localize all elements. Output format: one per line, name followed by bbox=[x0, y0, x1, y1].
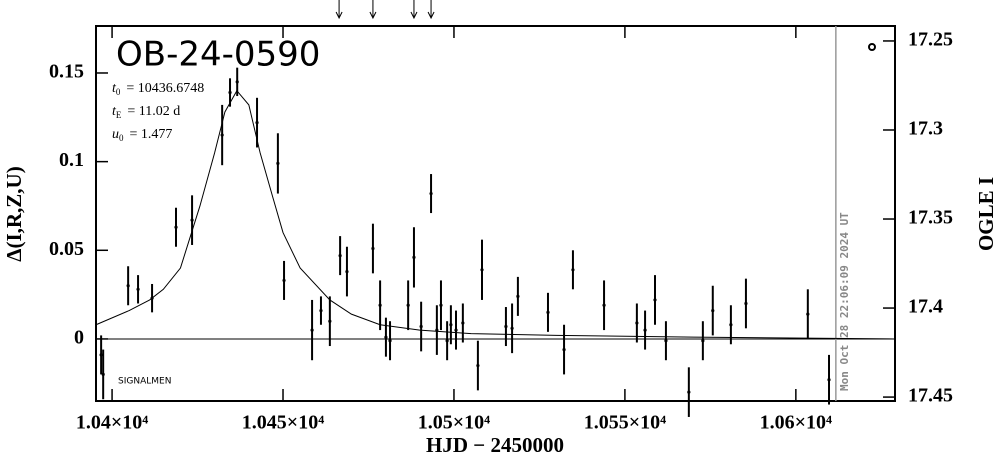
y-axis-label: Δ(I,R,Z,U) bbox=[2, 166, 26, 261]
data-point bbox=[406, 303, 410, 307]
data-point bbox=[635, 321, 639, 325]
data-point bbox=[174, 225, 178, 229]
data-point bbox=[136, 287, 140, 291]
x-tick-label: 1.04×10⁴ bbox=[76, 412, 148, 434]
data-point bbox=[461, 321, 465, 325]
param-symbol: t bbox=[112, 81, 117, 96]
x-tick-label: 1.045×10⁴ bbox=[242, 412, 324, 434]
data-point bbox=[643, 328, 647, 332]
arrow bbox=[369, 0, 377, 20]
data-point bbox=[190, 218, 194, 222]
data-point bbox=[378, 303, 382, 307]
y-tick-label: 0.05 bbox=[49, 238, 84, 260]
data-point bbox=[664, 339, 668, 343]
arrow bbox=[427, 0, 435, 20]
data-point bbox=[101, 372, 105, 377]
data-point bbox=[435, 328, 439, 332]
data-point bbox=[338, 254, 342, 258]
y2-tick-label: 17.25 bbox=[908, 29, 953, 51]
x-axis-label: HJD − 2450000 bbox=[426, 433, 564, 457]
data-point bbox=[235, 80, 239, 84]
y2-axis-label: OGLE I bbox=[974, 177, 998, 251]
param-symbol: u bbox=[112, 127, 119, 142]
data-point bbox=[371, 246, 375, 251]
data-point bbox=[653, 298, 657, 302]
data-point bbox=[220, 133, 224, 137]
data-point bbox=[480, 268, 484, 272]
arrow bbox=[410, 0, 418, 20]
y-tick-label: 0 bbox=[74, 327, 84, 349]
data-point bbox=[429, 191, 433, 196]
data-point bbox=[328, 319, 332, 323]
param-text: = 1.477 bbox=[130, 127, 173, 142]
model-curve bbox=[95, 89, 896, 340]
param: u0 = 1.477 bbox=[112, 127, 172, 143]
data-point bbox=[345, 269, 349, 274]
data-point bbox=[388, 339, 392, 343]
param-text: = 11.02 d bbox=[127, 104, 180, 119]
param: tE = 11.02 d bbox=[112, 104, 180, 120]
param-sub: 0 bbox=[119, 133, 124, 143]
data-point bbox=[228, 90, 232, 95]
data-point bbox=[445, 339, 449, 343]
chart-title: OB-24-0590 bbox=[116, 35, 320, 75]
x-tick-label: 1.06×10⁴ bbox=[760, 412, 832, 434]
data-point bbox=[504, 324, 508, 329]
param-symbol: t bbox=[112, 104, 117, 119]
data-point bbox=[439, 303, 443, 307]
data-point bbox=[384, 335, 388, 339]
legend-marker bbox=[868, 43, 876, 51]
timestamp: Mon Oct 28 22:06:09 2024 UT bbox=[838, 212, 851, 391]
y2-tick-label: 17.35 bbox=[908, 207, 953, 229]
data-point bbox=[806, 312, 810, 316]
data-point bbox=[516, 294, 520, 298]
data-point bbox=[454, 328, 458, 332]
y-tick-label: 0.15 bbox=[49, 61, 84, 83]
data-point bbox=[827, 378, 831, 382]
plot-frame bbox=[95, 25, 896, 402]
y2-tick-label: 17.45 bbox=[908, 385, 953, 407]
data-point bbox=[510, 326, 514, 330]
param: t0 = 10436.6748 bbox=[112, 81, 204, 97]
data-point bbox=[310, 328, 314, 332]
data-point bbox=[412, 255, 416, 259]
data-point bbox=[711, 308, 715, 313]
y2-tick-label: 17.3 bbox=[908, 118, 943, 140]
data-point bbox=[282, 278, 286, 283]
data-point bbox=[546, 310, 550, 314]
credit: SIGNALMEN bbox=[118, 377, 171, 387]
x-tick-label: 1.05×10⁴ bbox=[418, 412, 490, 434]
data-point bbox=[602, 303, 606, 307]
data-point bbox=[276, 161, 280, 166]
data-point bbox=[449, 323, 453, 327]
data-point bbox=[571, 268, 575, 272]
y2-tick-label: 17.4 bbox=[908, 296, 943, 318]
y-tick-label: 0.1 bbox=[59, 149, 84, 171]
data-point bbox=[729, 323, 733, 327]
data-point bbox=[150, 296, 154, 300]
data-point bbox=[744, 301, 748, 306]
param-sub: E bbox=[116, 110, 122, 120]
data-point bbox=[99, 353, 103, 357]
data-point bbox=[701, 339, 705, 343]
data-point bbox=[562, 347, 566, 352]
data-point bbox=[255, 121, 259, 125]
data-point bbox=[319, 308, 323, 313]
param-sub: 0 bbox=[116, 87, 121, 97]
arrow bbox=[335, 0, 343, 20]
data-point bbox=[419, 324, 423, 329]
param-text: = 10436.6748 bbox=[126, 81, 204, 96]
data-point bbox=[126, 284, 130, 288]
data-point bbox=[476, 363, 480, 368]
data-point bbox=[687, 390, 691, 394]
x-tick-label: 1.055×10⁴ bbox=[584, 412, 666, 434]
